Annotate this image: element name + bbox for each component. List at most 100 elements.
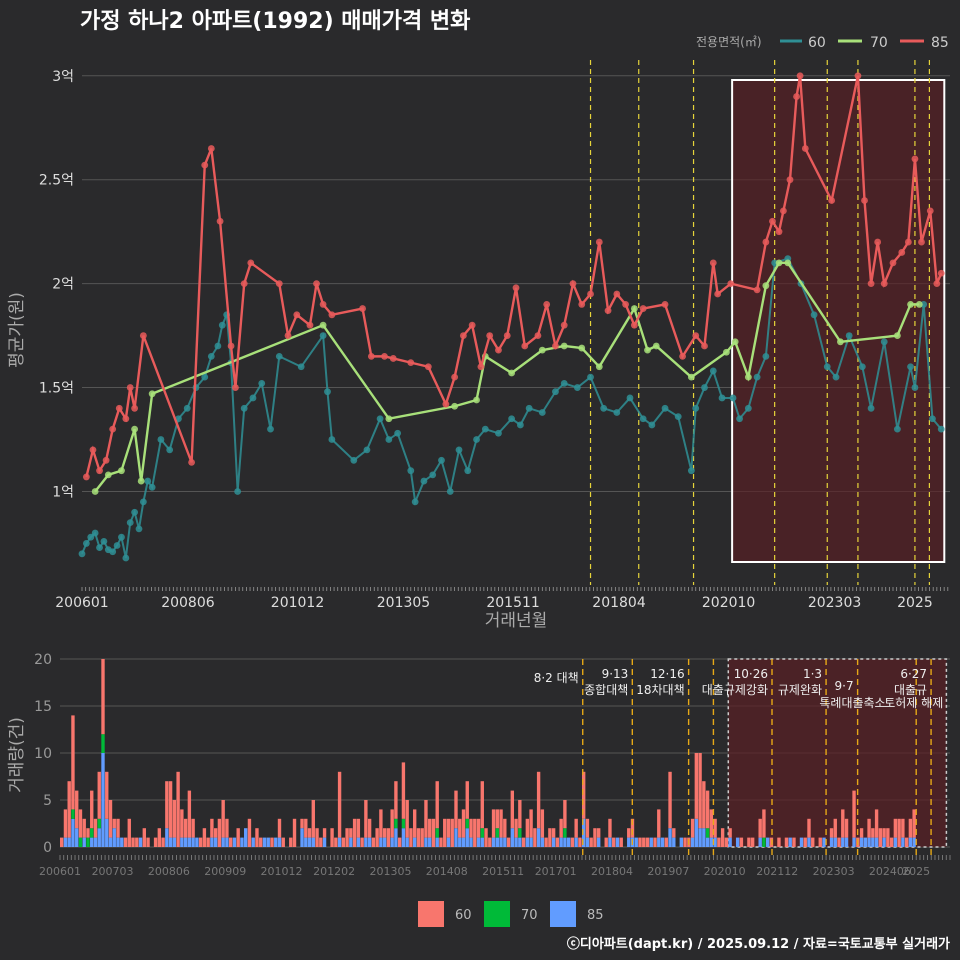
- series-point-60: [701, 384, 708, 391]
- volume-bar-85: [829, 837, 834, 847]
- volume-bar-60: [638, 837, 642, 847]
- volume-bar-85: [514, 837, 518, 847]
- series-point-85: [543, 301, 551, 308]
- volume-bar-60: [210, 818, 214, 838]
- volume-bar-60: [867, 818, 871, 838]
- volume-bar-85: [672, 837, 676, 847]
- volume-bar-70: [480, 828, 484, 838]
- volume-bar-85: [405, 837, 409, 847]
- series-point-60: [78, 550, 86, 558]
- volume-bar-70: [101, 734, 105, 753]
- volume-bar-60: [461, 809, 466, 838]
- volume-bar-60: [581, 771, 586, 819]
- series-point-60: [394, 429, 402, 437]
- series-point-60: [91, 529, 99, 537]
- volume-bar-60: [717, 837, 721, 847]
- series-point-85: [727, 280, 735, 288]
- volume-bar-85: [863, 837, 868, 847]
- volume-bar-70: [78, 837, 83, 847]
- series-point-85: [96, 467, 103, 475]
- series-point-70: [148, 390, 156, 398]
- volume-bar-60: [112, 818, 116, 829]
- series-point-85: [604, 307, 612, 315]
- series-point-85: [389, 355, 397, 362]
- footer-credit: ⓒ디아파트(dapt.kr) / 2025.09.12 / 자료=국토교통부 실…: [567, 936, 950, 952]
- volume-bar-85: [882, 837, 886, 847]
- volume-bar-85: [901, 837, 905, 847]
- series-point-60: [736, 415, 743, 423]
- series-point-85: [367, 352, 375, 360]
- volume-bar-60: [289, 837, 293, 847]
- series-point-60: [420, 477, 428, 485]
- volume-bar-60: [619, 837, 623, 847]
- series-point-60: [234, 488, 242, 495]
- volume-bar-70: [394, 818, 398, 829]
- volume-bar-85: [668, 828, 672, 847]
- volume-bar-85: [311, 837, 315, 847]
- volume-bar-85: [871, 837, 875, 847]
- series-point-70: [762, 282, 770, 290]
- volume-bar-60: [90, 790, 94, 829]
- series-point-85: [880, 280, 888, 288]
- volume-bar-85: [337, 837, 342, 847]
- series-point-70: [578, 344, 586, 352]
- top-legend: 전용면적(㎡) 60 70 85: [696, 35, 949, 51]
- series-point-85: [459, 332, 467, 339]
- bottom-y-tick-label: 5: [43, 793, 52, 809]
- series-point-85: [115, 404, 123, 412]
- volume-bar-60: [728, 828, 732, 838]
- volume-bar-60: [548, 828, 552, 847]
- series-point-85: [495, 346, 502, 354]
- volume-bar-85: [424, 837, 428, 847]
- series-point-85: [933, 280, 941, 288]
- volume-bar-60: [491, 809, 496, 838]
- volume-bar-85: [101, 753, 105, 847]
- top-x-axis-label: 거래년월: [485, 611, 548, 631]
- bottom-y-tick-label: 0: [43, 840, 52, 856]
- volume-bar-85: [807, 837, 811, 847]
- bottom-legend-label-85: 85: [587, 908, 604, 923]
- volume-bar-85: [244, 828, 248, 847]
- series-point-70: [630, 305, 638, 312]
- volume-bar-60: [488, 837, 492, 847]
- volume-bar-85: [660, 837, 665, 847]
- series-point-60: [297, 363, 305, 371]
- series-point-85: [569, 280, 577, 288]
- volume-bar-60: [217, 818, 222, 847]
- series-point-60: [525, 404, 533, 412]
- volume-bar-85: [634, 837, 638, 847]
- series-point-60: [709, 367, 717, 375]
- volume-bar-60: [597, 828, 601, 838]
- volume-bar-60: [536, 771, 541, 829]
- volume-bar-60: [86, 828, 90, 838]
- volume-bar-85: [495, 837, 499, 847]
- volume-bar-70: [465, 818, 469, 829]
- top-y-tick-label: 3억: [52, 69, 74, 85]
- volume-bar-60: [762, 809, 766, 838]
- series-point-60: [552, 388, 559, 396]
- volume-bar-85: [690, 837, 695, 847]
- volume-bar-85: [709, 837, 714, 847]
- series-point-85: [692, 332, 700, 339]
- volume-bar-60: [394, 781, 398, 819]
- series-point-85: [926, 207, 934, 215]
- volume-bar-60: [424, 800, 428, 838]
- volume-bar-85: [529, 837, 533, 847]
- volume-bar-60: [71, 715, 75, 810]
- series-point-70: [784, 259, 792, 267]
- top-y-tick-label: 1억: [52, 484, 74, 500]
- volume-bar-60: [668, 771, 672, 829]
- series-point-60: [907, 363, 914, 371]
- series-point-85: [793, 93, 800, 100]
- series-point-85: [889, 259, 897, 267]
- volume-bar-60: [476, 818, 481, 838]
- volume-bar-60: [206, 837, 210, 847]
- volume-bar-60: [859, 828, 864, 838]
- series-point-85: [486, 332, 494, 339]
- top-y-tick-label: 1.5억: [39, 381, 74, 397]
- series-point-70: [837, 338, 844, 346]
- volume-bar-85: [912, 837, 916, 847]
- volume-bar-85: [168, 837, 173, 847]
- series-point-60: [139, 498, 147, 506]
